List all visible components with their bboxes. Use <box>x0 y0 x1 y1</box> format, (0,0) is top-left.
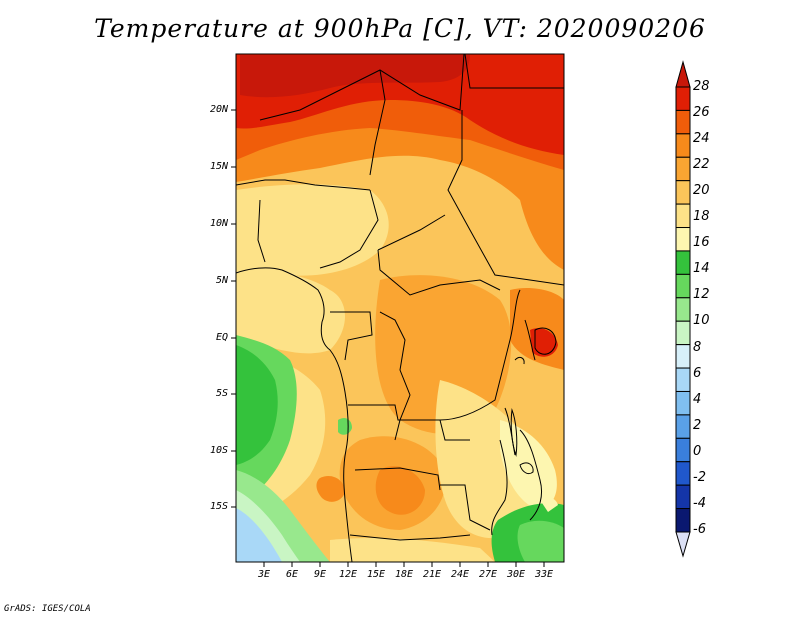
temperature-field <box>236 54 564 562</box>
colorbar-box <box>675 109 691 135</box>
colorbar-label: 12 <box>693 287 710 302</box>
colorbar-box <box>675 508 691 533</box>
lon-label: 33E <box>534 569 554 580</box>
colorbar-label: 16 <box>693 235 710 250</box>
colorbar-under-triangle <box>675 531 691 558</box>
colorbar-label: -4 <box>693 496 706 511</box>
lat-label: 5N <box>215 275 228 286</box>
colorbar-label: 28 <box>693 79 710 94</box>
axis-ticks <box>231 109 545 567</box>
lon-label: 12E <box>338 569 358 580</box>
lon-label: 27E <box>478 569 498 580</box>
map-title: Temperature at 900hPa [C], VT: 202009020… <box>94 14 706 43</box>
colorbar-label: -2 <box>693 470 706 485</box>
colorbar-box <box>675 133 691 158</box>
lon-label: 21E <box>422 569 442 580</box>
colorbar-box <box>675 273 691 299</box>
lat-label: 10S <box>209 445 228 456</box>
colorbar-box <box>675 344 691 369</box>
colorbar-label: 14 <box>693 261 710 276</box>
colorbar-label: 4 <box>693 392 702 407</box>
colorbar-label: 2 <box>693 418 702 433</box>
lat-label: EQ <box>215 332 228 343</box>
colorbar-label: 0 <box>693 444 702 459</box>
colorbar-label: 6 <box>693 366 702 381</box>
colorbar-box <box>675 86 691 111</box>
colorbar-label: 22 <box>693 157 710 172</box>
colorbar-box <box>675 414 691 439</box>
colorbar-over-triangle <box>675 60 691 88</box>
colorbar-label: 24 <box>693 131 710 146</box>
colorbar-box <box>675 320 691 346</box>
colorbar-box <box>675 484 691 510</box>
colorbar-box <box>675 156 691 182</box>
lat-label: 20N <box>209 104 228 115</box>
colorbar-label: 10 <box>693 313 710 328</box>
colorbar-box <box>675 250 691 275</box>
colorbar-label: 26 <box>693 105 710 120</box>
colorbar-box <box>675 390 691 416</box>
colorbar-box <box>675 227 691 252</box>
lat-label: 5S <box>215 388 228 399</box>
lat-label: 15N <box>209 161 228 172</box>
lon-label: 3E <box>257 569 271 580</box>
lat-label: 15S <box>209 501 228 512</box>
lon-label: 15E <box>366 569 386 580</box>
colorbar-label: 20 <box>693 183 710 198</box>
lakes <box>510 327 557 475</box>
colorbar-box <box>675 461 691 486</box>
lon-label: 24E <box>450 569 470 580</box>
map-frame <box>235 53 565 563</box>
country-borders <box>236 54 564 562</box>
colorbar-box <box>675 437 691 463</box>
colorbar-box <box>675 367 691 392</box>
colorbar <box>675 60 691 558</box>
lon-label: 6E <box>285 569 299 580</box>
lon-label: 30E <box>506 569 526 580</box>
colorbar-box <box>675 180 691 205</box>
lat-label: 10N <box>209 218 228 229</box>
colorbar-box <box>675 203 691 229</box>
lon-label: 18E <box>394 569 414 580</box>
colorbar-label: -6 <box>693 522 706 537</box>
colorbar-label: 8 <box>693 340 702 355</box>
colorbar-label: 18 <box>693 209 710 224</box>
colorbar-box <box>675 297 691 322</box>
lon-label: 9E <box>313 569 327 580</box>
grads-credit: GrADS: IGES/COLA <box>4 604 91 614</box>
